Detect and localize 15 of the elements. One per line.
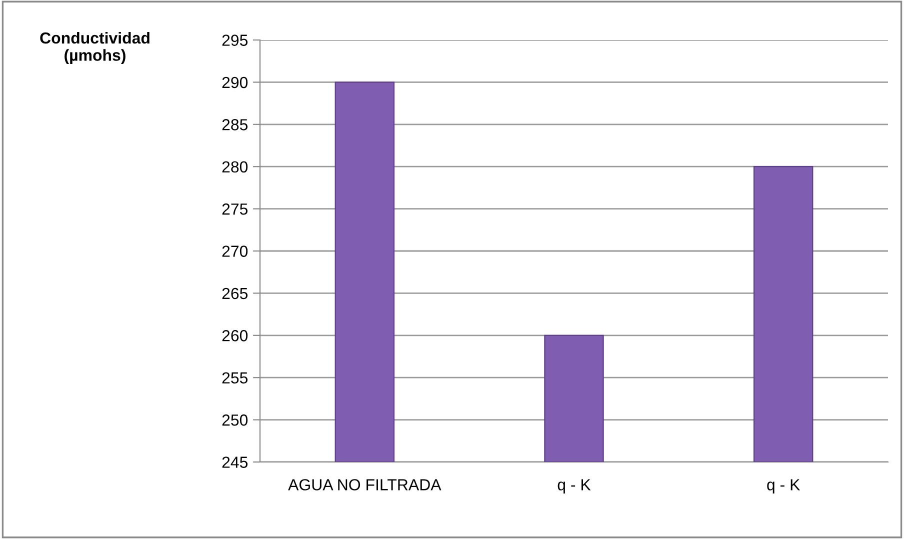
x-tick-label: q - K <box>767 479 800 494</box>
y-tick-label: 280 <box>222 161 248 173</box>
y-tick-label: 250 <box>222 414 248 426</box>
x-tick-label: q - K <box>558 479 591 494</box>
y-tick-label: 245 <box>222 456 248 468</box>
y-tick-label: 255 <box>222 372 248 384</box>
x-tick-label: AGUA NO FILTRADA <box>288 479 442 490</box>
y-tick-label: 285 <box>222 119 248 130</box>
y-tick-label: 260 <box>222 330 248 342</box>
y-tick-label: 290 <box>222 76 248 88</box>
y-tick-label: 275 <box>222 203 248 215</box>
y-tick-label: 270 <box>222 246 248 257</box>
y-axis-title: Conductividad (µmohs) <box>40 32 150 64</box>
y-tick-label: 265 <box>222 288 248 300</box>
y-tick-label: 295 <box>222 34 248 46</box>
